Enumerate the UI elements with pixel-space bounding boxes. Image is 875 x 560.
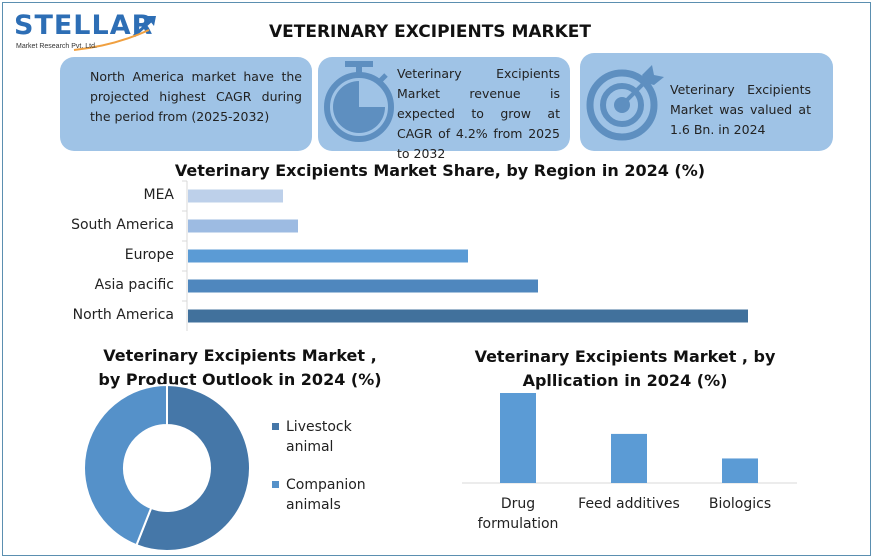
application-bar-feed-additives	[611, 433, 647, 483]
region-tick-label-asia-pacific: Asia pacific	[94, 277, 174, 293]
stopwatch-icon	[324, 61, 394, 142]
donut-slice-livestock-animal	[135, 383, 251, 552]
logo-text: STELLAR	[14, 10, 154, 41]
main-title: VETERINARY EXCIPIENTS MARKET	[268, 22, 591, 42]
region-bar-north-america	[188, 309, 748, 323]
card-text: Veterinary Excipients Market revenue is …	[397, 66, 560, 161]
application-tick-label-drug-formulation: Drug formulation	[477, 496, 559, 532]
region-chart-title: Veterinary Excipients Market Share, by R…	[174, 161, 706, 180]
legend-swatch	[272, 423, 279, 430]
region-bar-south-america	[188, 219, 298, 233]
info-card-market-value: Veterinary Excipients Market was valued …	[580, 53, 833, 151]
legend-item-companion-animals: Companion animals	[272, 475, 382, 515]
logo-arrow-icon	[73, 16, 156, 51]
card-text: Veterinary Excipients Market was valued …	[670, 82, 811, 137]
region-tick-label-south-america: South America	[71, 217, 174, 233]
donut-slice-companion-animals	[83, 383, 168, 547]
region-bar-mea	[188, 189, 283, 203]
card-text: North America market have the projected …	[90, 69, 302, 124]
application-bar-biologics	[722, 458, 758, 483]
region-tick-label-north-america: North America	[72, 307, 174, 323]
legend-label: Companion animals	[286, 477, 366, 513]
legend-label: Livestock animal	[286, 419, 352, 455]
target-icon	[586, 65, 664, 141]
application-tick-label-feed-additives: Feed additives	[578, 496, 680, 512]
info-card-cagr-growth: Veterinary Excipients Market revenue is …	[318, 57, 570, 161]
application-chart-title: Veterinary Excipients Market , by Apllic…	[474, 347, 776, 390]
legend-swatch	[272, 481, 279, 488]
legend-item-livestock-animal: Livestock animal	[272, 417, 382, 457]
region-tick-label-europe: Europe	[124, 247, 174, 263]
logo-subtext: Market Research Pvt. Ltd.	[16, 43, 97, 50]
stellar-logo: STELLAR Market Research Pvt. Ltd.	[14, 8, 164, 52]
application-tick-label-biologics: Biologics	[708, 496, 772, 512]
application-bar-drug-formulation	[500, 393, 536, 483]
region-tick-label-mea: MEA	[143, 187, 174, 203]
region-bar-asia-pacific	[188, 279, 538, 293]
info-card-cagr-region: North America market have the projected …	[60, 57, 312, 151]
region-bar-europe	[188, 249, 468, 263]
